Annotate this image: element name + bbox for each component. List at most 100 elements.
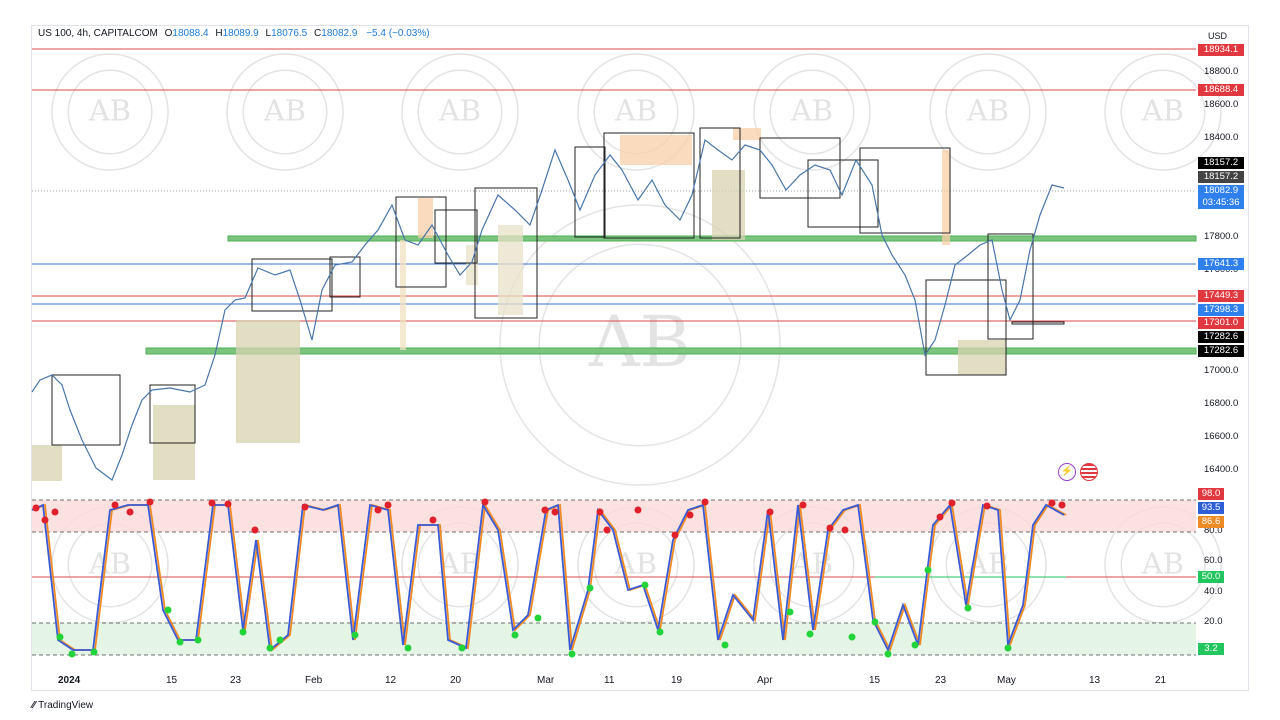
- price-badge: 18688.4: [1198, 84, 1244, 96]
- oversold-signal-dot: [656, 628, 664, 636]
- oversold-signal-dot: [458, 644, 466, 652]
- highlight-box: [418, 198, 433, 238]
- oversold-signal-dot: [239, 628, 247, 636]
- oversold-signal-dot: [586, 584, 594, 592]
- time-tick: Apr: [757, 675, 773, 686]
- oversold-signal-dot: [56, 633, 64, 641]
- overbought-signal-dot: [686, 511, 694, 519]
- price-badge: 03:45:36: [1198, 197, 1244, 209]
- watermark-initials: AB: [1141, 547, 1184, 581]
- watermark-seal-icon: [401, 53, 519, 171]
- osc-badge: 98.0: [1198, 488, 1224, 500]
- watermark-initials: AB: [263, 94, 306, 128]
- tradingview-logo[interactable]: ⁄⁄ TradingView: [32, 700, 93, 711]
- price-tick: 18400.0: [1204, 132, 1239, 143]
- price-tick: 17000.0: [1204, 365, 1239, 376]
- range-box: [925, 279, 1007, 376]
- us-flag-icon[interactable]: [1080, 463, 1098, 481]
- oversold-signal-dot: [176, 638, 184, 646]
- highlight-box: [32, 445, 62, 481]
- highlight-box: [236, 320, 300, 443]
- symbol-name[interactable]: US 100, 4h, CAPITALCOM: [38, 28, 158, 39]
- oversold-signal-dot: [194, 636, 202, 644]
- open-value: 18088.4: [172, 28, 209, 39]
- range-box: [759, 137, 841, 199]
- time-tick: Feb: [305, 675, 323, 686]
- overbought-signal-dot: [208, 499, 216, 507]
- oversold-signal-dot: [511, 631, 519, 639]
- time-tick: 2024: [58, 675, 81, 686]
- lightning-icon[interactable]: ⚡: [1058, 463, 1076, 481]
- currency-label[interactable]: USD: [1208, 31, 1228, 41]
- highlight-box: [466, 245, 478, 285]
- watermark-initials: AB: [1141, 94, 1184, 128]
- highlight-box: [400, 240, 406, 350]
- overbought-signal-dot: [384, 501, 392, 509]
- overbought-signal-dot: [251, 526, 259, 534]
- overbought-signal-dot: [146, 498, 154, 506]
- watermark-seal-icon: [929, 53, 1047, 171]
- overbought-signal-dot: [1048, 499, 1056, 507]
- range-box: [149, 384, 196, 444]
- range-box: [329, 256, 361, 298]
- tradingview-mark-icon: ⁄⁄: [32, 700, 39, 711]
- time-tick: 11: [604, 675, 615, 686]
- time-tick: 23: [935, 675, 947, 686]
- time-tick: 19: [671, 675, 683, 686]
- osc-badge: 50.0: [1198, 571, 1224, 583]
- overbought-signal-dot: [799, 501, 807, 509]
- open-label: O: [164, 28, 173, 39]
- oversold-signal-dot: [1004, 644, 1012, 652]
- oversold-signal-dot: [911, 641, 919, 649]
- oversold-signal-dot: [164, 606, 172, 614]
- close-label: C: [314, 28, 322, 39]
- price-tick: 16600.0: [1204, 431, 1239, 442]
- chart-frame[interactable]: [31, 25, 1249, 691]
- price-badge: 17641.3: [1198, 258, 1244, 270]
- overbought-signal-dot: [301, 503, 309, 511]
- price-tick: 18600.0: [1204, 99, 1239, 110]
- high-value: 18089.9: [222, 28, 259, 39]
- price-badge: 18082.9: [1198, 185, 1244, 197]
- low-label: L: [265, 28, 272, 39]
- watermark-ring: [945, 69, 1031, 155]
- overbought-signal-dot: [541, 506, 549, 514]
- highlight-box: [942, 150, 950, 245]
- watermark-initials: AB: [790, 94, 833, 128]
- highlight-box: [620, 135, 692, 165]
- price-badge: 17282.6: [1198, 345, 1244, 357]
- watermark-initials: AB: [88, 94, 131, 128]
- oversold-signal-dot: [924, 566, 932, 574]
- price-pane[interactable]: [31, 48, 1197, 481]
- range-box: [434, 209, 478, 264]
- oversold-signal-dot: [90, 648, 98, 656]
- watermark-ring: [417, 69, 503, 155]
- oversold-signal-dot: [964, 604, 972, 612]
- time-tick: 13: [1089, 675, 1101, 686]
- price-badge: 17398.3: [1198, 304, 1244, 316]
- osc-tick: 40.0: [1204, 586, 1223, 597]
- oversold-signal-dot: [568, 650, 576, 658]
- overbought-signal-dot: [826, 524, 834, 532]
- highlight-box: [498, 225, 523, 315]
- symbol-legend[interactable]: US 100, 4h, CAPITALCOM O18088.4 H18089.9…: [38, 28, 430, 39]
- oversold-signal-dot: [848, 633, 856, 641]
- osc-tick: 20.0: [1204, 616, 1223, 627]
- oversold-signal-dot: [786, 608, 794, 616]
- oversold-signal-dot: [68, 650, 76, 658]
- price-tick: 16400.0: [1204, 464, 1239, 475]
- watermark-initials: AB: [966, 94, 1009, 128]
- watermark-initials: AB: [88, 547, 131, 581]
- watermark-seal-icon: [51, 53, 169, 171]
- watermark-seal-icon: [499, 204, 781, 486]
- support-zone: [145, 347, 1197, 355]
- overbought-signal-dot: [32, 504, 40, 512]
- price-badge: 17282.6: [1198, 331, 1244, 343]
- price-tick: 16800.0: [1204, 398, 1239, 409]
- stochastic-pane[interactable]: [31, 498, 1196, 658]
- overbought-signal-dot: [374, 506, 382, 514]
- watermark-initials: AB: [438, 94, 481, 128]
- overbought-signal-dot: [948, 499, 956, 507]
- watermark-seal-icon: [753, 53, 871, 171]
